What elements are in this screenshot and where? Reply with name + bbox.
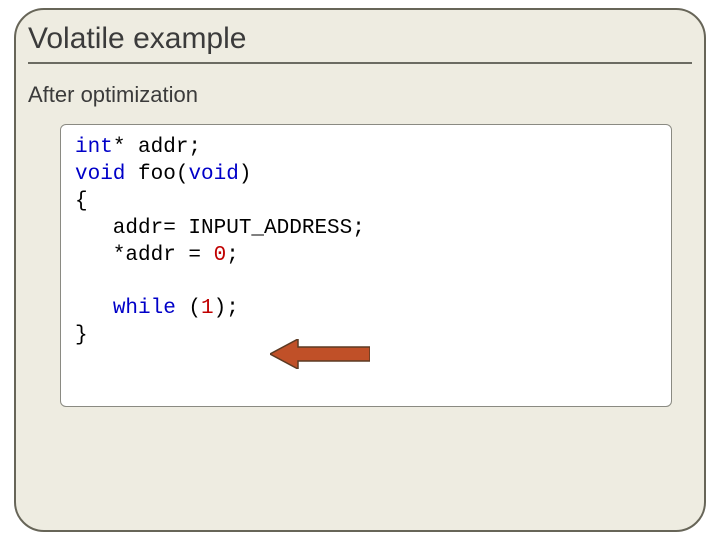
keyword-void: void (75, 163, 125, 186)
number-literal: 1 (201, 297, 214, 320)
title-area: Volatile example (28, 22, 692, 64)
slide-frame: Volatile example After optimization int*… (14, 8, 706, 532)
keyword-while: while (113, 297, 176, 320)
code-text: ( (176, 297, 201, 320)
code-text: *addr = (75, 244, 214, 267)
code-text: { (75, 190, 88, 213)
arrow-left-icon (270, 339, 370, 369)
code-text: foo( (125, 163, 188, 186)
keyword-int: int (75, 136, 113, 159)
number-literal: 0 (214, 244, 227, 267)
code-text: * addr; (113, 136, 201, 159)
code-text: } (75, 324, 88, 347)
keyword-void: void (188, 163, 238, 186)
code-text: addr= INPUT_ADDRESS; (75, 217, 365, 240)
slide-subtitle: After optimization (28, 82, 198, 108)
code-text: ); (214, 297, 239, 320)
code-block: int* addr; void foo(void) { addr= INPUT_… (75, 135, 657, 350)
slide-title: Volatile example (28, 22, 692, 62)
arrow-shape (270, 339, 370, 369)
code-text: ; (226, 244, 239, 267)
code-text: ) (239, 163, 252, 186)
code-text (75, 297, 113, 320)
title-rule (28, 62, 692, 64)
